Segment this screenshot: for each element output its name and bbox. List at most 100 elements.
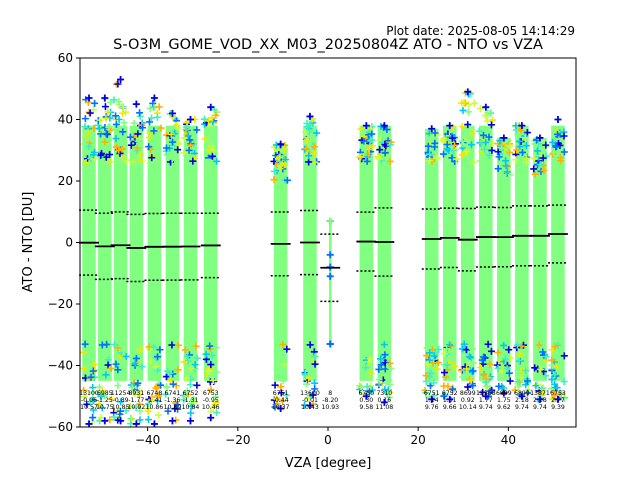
bin-core	[129, 125, 144, 381]
y-tick-label: −60	[48, 420, 73, 434]
data-point	[519, 148, 527, 156]
data-point	[365, 358, 373, 366]
data-point	[130, 132, 138, 140]
bin-stat-label: 10.84	[182, 404, 200, 411]
data-point	[539, 154, 547, 162]
data-point	[305, 158, 313, 166]
bin-stat-label: 1.51	[443, 397, 457, 404]
bin-column	[180, 116, 201, 425]
data-point	[103, 340, 111, 348]
data-point	[553, 142, 561, 150]
extreme-point	[518, 122, 526, 130]
bin-core	[359, 125, 374, 381]
data-point	[560, 132, 568, 140]
bin-column	[270, 140, 291, 413]
bin-stat-label: 8931	[128, 390, 144, 397]
data-point	[506, 377, 514, 385]
extreme-point	[186, 116, 194, 123]
data-point	[112, 112, 120, 120]
data-point	[530, 165, 538, 173]
data-point	[383, 126, 391, 134]
data-point	[486, 387, 494, 395]
data-point	[213, 409, 221, 417]
data-point	[476, 364, 484, 372]
data-point	[518, 342, 526, 350]
data-point	[548, 375, 556, 383]
data-point	[500, 341, 508, 349]
data-point	[207, 386, 215, 394]
data-point	[548, 356, 556, 364]
data-point	[136, 346, 144, 354]
data-point	[536, 161, 544, 169]
data-point	[515, 357, 523, 365]
bin-stat-label: 6753	[550, 390, 566, 397]
data-point	[462, 346, 470, 354]
data-point	[387, 364, 395, 372]
data-point	[279, 340, 287, 348]
data-point	[156, 346, 164, 354]
data-point	[91, 99, 99, 107]
data-point	[485, 151, 493, 159]
data-point	[154, 391, 162, 399]
data-point	[459, 373, 467, 381]
data-point	[202, 350, 210, 358]
data-point	[464, 108, 472, 116]
data-point	[444, 382, 452, 390]
data-point	[126, 133, 134, 141]
data-point	[276, 165, 284, 173]
data-point	[376, 146, 384, 154]
data-point	[171, 405, 179, 413]
data-point	[326, 251, 334, 259]
data-point	[381, 385, 389, 393]
data-point	[149, 99, 157, 107]
data-point	[148, 154, 156, 162]
data-point	[208, 152, 216, 160]
data-point	[138, 363, 146, 371]
data-point	[206, 342, 214, 350]
data-point	[89, 406, 97, 414]
data-point	[482, 138, 490, 146]
data-point	[426, 356, 434, 364]
data-point	[134, 379, 142, 387]
data-point	[462, 147, 470, 155]
data-point	[460, 340, 468, 348]
data-point	[481, 145, 489, 153]
data-point	[486, 360, 494, 368]
bin-stat-label: 10.37	[272, 404, 290, 411]
data-point	[174, 341, 182, 349]
bin-core	[377, 125, 392, 381]
data-point	[560, 378, 568, 386]
bin-column	[439, 122, 460, 403]
data-point	[137, 151, 145, 159]
bin-stat-label: -0.06	[81, 397, 97, 404]
data-point	[104, 108, 112, 116]
data-point	[479, 388, 487, 396]
data-point	[133, 144, 141, 152]
bin-stat-label: 10.14	[459, 404, 477, 411]
bin-core	[497, 137, 511, 381]
data-point	[531, 364, 539, 372]
data-point	[110, 413, 118, 421]
data-point	[79, 349, 87, 357]
data-point	[166, 132, 174, 140]
bin-stat-label: 9.58	[359, 404, 373, 411]
data-point	[212, 111, 220, 119]
data-point	[118, 153, 126, 161]
data-point	[553, 130, 561, 138]
data-point	[116, 407, 124, 415]
data-point	[168, 349, 176, 357]
data-point	[275, 153, 283, 161]
bin-core	[424, 128, 439, 381]
data-point	[469, 158, 477, 166]
data-point	[506, 354, 514, 362]
data-point	[467, 354, 475, 362]
data-point	[162, 390, 170, 398]
scatter-marks	[79, 76, 569, 428]
data-point	[97, 414, 105, 422]
data-point	[95, 125, 103, 133]
bin-stat-label: 6741	[165, 390, 181, 397]
data-point	[467, 376, 475, 384]
data-point	[549, 138, 557, 146]
data-point	[516, 137, 524, 145]
